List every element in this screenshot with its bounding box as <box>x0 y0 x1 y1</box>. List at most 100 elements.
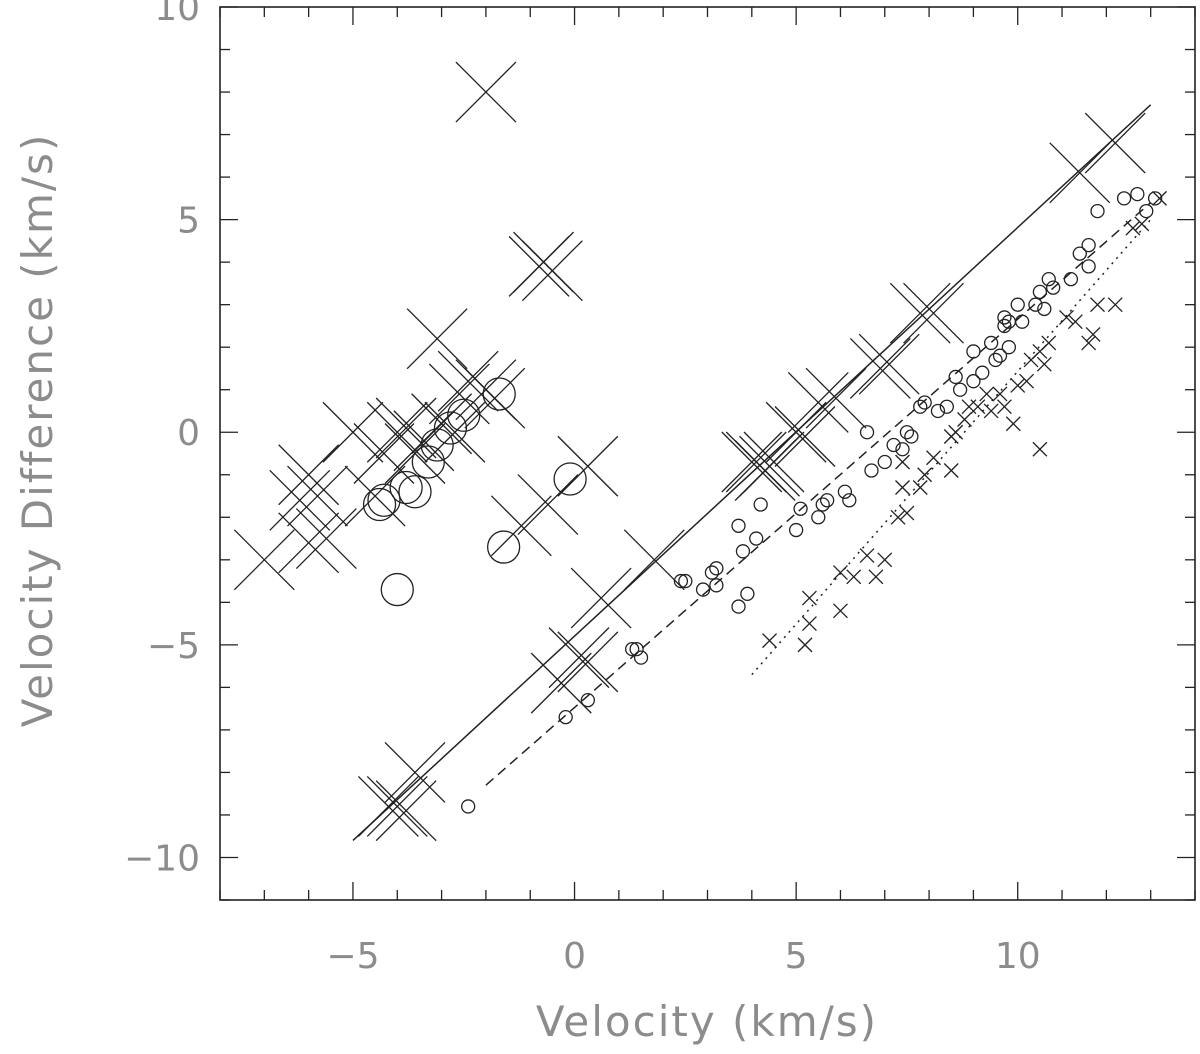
y-tick-label: −10 <box>124 838 200 879</box>
small-circle-point <box>842 493 857 508</box>
small-circle-point <box>997 318 1012 334</box>
small-circle-point <box>1046 280 1061 295</box>
small-circle-point <box>975 365 990 380</box>
large-cross-point <box>375 780 437 842</box>
small-circle-point <box>859 425 875 440</box>
large-cross-point <box>765 401 827 463</box>
small-circle-point <box>558 709 573 725</box>
small-circle-point <box>633 650 649 665</box>
large-cross-point <box>464 367 526 429</box>
small-cross-point <box>917 467 933 483</box>
small-circle-point <box>886 437 901 453</box>
small-cross-point <box>1041 335 1057 351</box>
small-circle-point <box>952 382 968 397</box>
large-cross-point <box>455 61 517 123</box>
small-cross-point <box>1107 297 1123 313</box>
small-circle-point <box>1139 203 1154 219</box>
large-cross-point <box>295 508 357 570</box>
x-axis-label: Velocity (km/s) <box>536 997 878 1046</box>
small-cross-point <box>926 450 941 466</box>
small-circle-point <box>930 403 946 419</box>
large-cross-point <box>734 440 796 501</box>
small-circle-point <box>735 544 751 559</box>
small-cross-point <box>979 386 995 402</box>
large-circle-point <box>447 398 481 432</box>
large-circle-point <box>380 572 414 607</box>
small-circle-point <box>731 599 746 614</box>
small-cross-point <box>957 412 973 427</box>
small-circle-point <box>811 510 826 525</box>
large-cross-point <box>517 474 579 535</box>
fit-line-solid <box>352 104 1152 842</box>
small-cross-point <box>895 454 910 470</box>
large-cross-point <box>530 652 592 714</box>
small-circle-point <box>917 395 932 410</box>
large-cross-point <box>623 529 685 591</box>
large-cross-point <box>805 367 867 429</box>
large-cross-point <box>233 529 295 591</box>
small-circle-point <box>629 641 644 657</box>
small-cross-point <box>943 463 959 478</box>
small-cross-point <box>1010 378 1026 393</box>
large-cross-point <box>269 469 331 531</box>
small-cross-point <box>895 480 910 495</box>
small-cross-point <box>877 552 893 568</box>
small-circle-point <box>1081 237 1096 253</box>
small-circle-point <box>1028 297 1043 312</box>
large-cross-point <box>849 337 911 399</box>
small-circle-point <box>815 497 830 512</box>
small-cross-point <box>992 386 1008 402</box>
small-circle-point <box>749 531 764 546</box>
small-cross-point <box>801 616 817 632</box>
small-cross-point <box>1005 416 1021 432</box>
small-cross-point <box>859 548 875 564</box>
small-cross-point <box>890 509 906 525</box>
large-circle-point <box>482 377 516 411</box>
large-cross-point <box>548 627 610 689</box>
small-circle-point <box>704 565 720 580</box>
small-cross-point <box>1152 190 1168 206</box>
small-circle-point <box>678 573 693 589</box>
axis-ticks <box>219 6 1196 901</box>
small-cross-point <box>762 633 778 649</box>
small-cross-point <box>970 399 986 415</box>
small-circle-point <box>939 399 954 414</box>
large-cross-point <box>406 308 468 370</box>
x-tick-label: −5 <box>326 936 379 977</box>
small-cross-point <box>1036 356 1052 372</box>
small-circle-point <box>1116 191 1132 206</box>
small-cross-point <box>912 480 928 495</box>
small-circle-point <box>1072 246 1087 261</box>
small-cross-point <box>1059 309 1074 325</box>
large-circle-point <box>433 411 468 445</box>
large-circle-point <box>389 470 423 505</box>
small-cross-point <box>832 603 848 619</box>
small-circle-point <box>983 335 999 351</box>
small-circle-point <box>1010 297 1025 312</box>
large-cross-point <box>384 741 446 803</box>
small-circle-point <box>992 348 1008 363</box>
small-cross-point <box>1090 297 1105 313</box>
tick-labels: −5 0 5 10 −10 −5 0 5 10 <box>124 0 1041 977</box>
small-cross-point <box>1019 373 1035 389</box>
large-cross-point <box>889 282 951 344</box>
large-circle-point <box>367 483 401 517</box>
large-cross-point <box>570 567 632 629</box>
small-circle-point <box>461 799 476 814</box>
small-cross-point <box>961 399 977 415</box>
small-cross-point <box>1134 216 1150 232</box>
small-circle-point <box>673 573 689 589</box>
small-cross-point <box>868 569 884 585</box>
small-circle-point <box>1081 259 1096 274</box>
small-circle-point <box>1015 314 1030 329</box>
large-cross-point <box>774 406 836 467</box>
fit-lines <box>352 104 1152 842</box>
small-cross-point <box>996 399 1012 415</box>
small-cross-point <box>1081 335 1097 351</box>
y-tick-label: −5 <box>147 626 200 667</box>
small-circle-point <box>788 522 804 538</box>
small-circle-point <box>1063 272 1079 287</box>
large-cross-point <box>858 333 920 395</box>
small-cross-point <box>1125 220 1141 236</box>
